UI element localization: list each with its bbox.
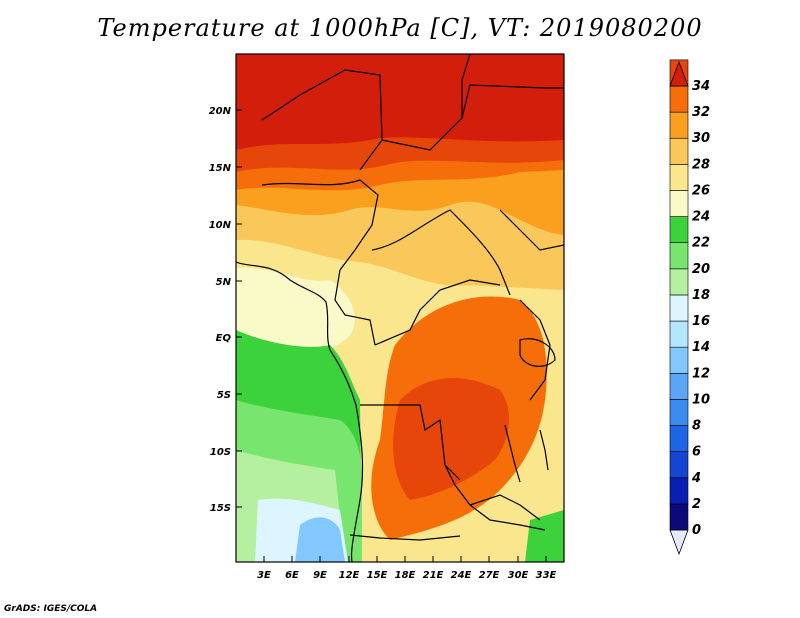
colorbar-band: [669, 399, 689, 426]
colorbar-band: [669, 242, 689, 270]
colorbar-label: 16: [692, 314, 710, 329]
colorbar-band: [669, 320, 689, 348]
border-angola-zambia: [444, 464, 546, 531]
colorbar-label: 10: [692, 392, 710, 407]
longitude-axis: 3E 6E 9E 12E 15E 18E 21E 24E 27E 30E 33E: [257, 556, 557, 581]
region-sea-12: [295, 517, 345, 562]
map-frame: [235, 53, 565, 563]
lon-tick-label: 6E: [285, 570, 299, 581]
latitude-axis: 20N 15N 10N 5N EQ 5S 10S 15S: [209, 106, 242, 514]
lat-tick-label: 5N: [216, 277, 232, 288]
lake-tanganyika: [504, 424, 521, 483]
colorbar-band: [669, 451, 689, 479]
border-congo: [374, 279, 501, 346]
colorbar-lower-arrow: [669, 529, 689, 556]
colorbar-band: [669, 372, 689, 400]
colorbar-label: 34: [692, 79, 710, 94]
border-niger-nigeria: [261, 179, 379, 271]
colorbar-band: [669, 346, 689, 374]
region-gulf-22: [236, 267, 355, 350]
lat-tick-label: EQ: [216, 333, 232, 344]
lon-tick-label: 27E: [479, 570, 500, 581]
colorbar-label: 30: [692, 131, 710, 146]
region-east-africa-cool: [525, 510, 564, 562]
colorbar-band: [669, 111, 689, 139]
region-congo-32: [393, 378, 510, 500]
lon-tick-label: 3E: [257, 570, 271, 581]
temperature-field: [236, 54, 564, 562]
colorbar-band: [669, 216, 689, 244]
colorbar-band: [669, 137, 689, 165]
lon-tick-label: 33E: [536, 570, 557, 581]
colorbar-band: [669, 425, 689, 452]
grads-credit: GrADS: IGES/COLA: [4, 604, 98, 614]
colorbar-upper-arrow: [669, 60, 689, 87]
colorbar-label: 18: [692, 288, 710, 303]
lon-tick-label: 12E: [339, 570, 360, 581]
colorbar-band: [669, 503, 689, 531]
colorbar-label: 20: [692, 262, 710, 277]
lat-tick-label: 15N: [209, 163, 232, 174]
chart-title: Temperature at 1000hPa [C], VT: 20190802…: [97, 14, 703, 42]
lon-tick-label: 24E: [451, 570, 472, 581]
colorbar-label: 26: [692, 183, 710, 198]
border-angola-south: [349, 534, 461, 541]
colorbar-label: 24: [692, 210, 710, 225]
border-sahara: [261, 69, 383, 171]
colorbar-band: [669, 164, 689, 191]
border-cameroon: [334, 269, 376, 346]
colorbar-band: [669, 85, 689, 113]
colorbar-label: 2: [692, 497, 701, 512]
colorbar-band: [669, 190, 689, 217]
lake-malawi: [539, 429, 549, 471]
lon-tick-label: 21E: [423, 570, 444, 581]
lon-tick-label: 15E: [367, 570, 388, 581]
lake-victoria: [519, 338, 556, 367]
lon-tick-label: 30E: [508, 570, 529, 581]
border-car: [371, 209, 511, 296]
colorbar-band: [669, 294, 689, 322]
colorbar-band: [669, 477, 689, 505]
border-sudan: [461, 84, 564, 119]
colorbar-label: 32: [692, 105, 710, 120]
lat-tick-label: 5S: [217, 390, 231, 401]
zambia-border: [469, 494, 541, 521]
colorbar-label: 6: [692, 445, 701, 460]
colorbar-label: 4: [691, 471, 701, 486]
colorbar-band: [669, 268, 689, 296]
lon-tick-label: 18E: [395, 570, 416, 581]
colorbar-label: 8: [692, 419, 701, 434]
colorbar-label: 22: [692, 236, 710, 251]
coastline-west: [236, 261, 364, 562]
lat-tick-label: 15S: [210, 503, 231, 514]
lon-tick-label: 9E: [313, 570, 327, 581]
colorbar-label: 12: [692, 366, 710, 381]
border-drc-angola: [360, 404, 461, 481]
border-east: [519, 299, 551, 401]
colorbar-label: 14: [692, 340, 710, 355]
lat-tick-label: 10N: [209, 220, 232, 231]
colorbar-label: 28: [692, 157, 710, 172]
country-borders: [236, 54, 564, 562]
lat-tick-label: 10S: [210, 447, 231, 458]
lat-tick-label: 20N: [209, 106, 232, 117]
colorbar-label: 0: [692, 523, 701, 538]
border-ethiopia: [499, 209, 564, 251]
